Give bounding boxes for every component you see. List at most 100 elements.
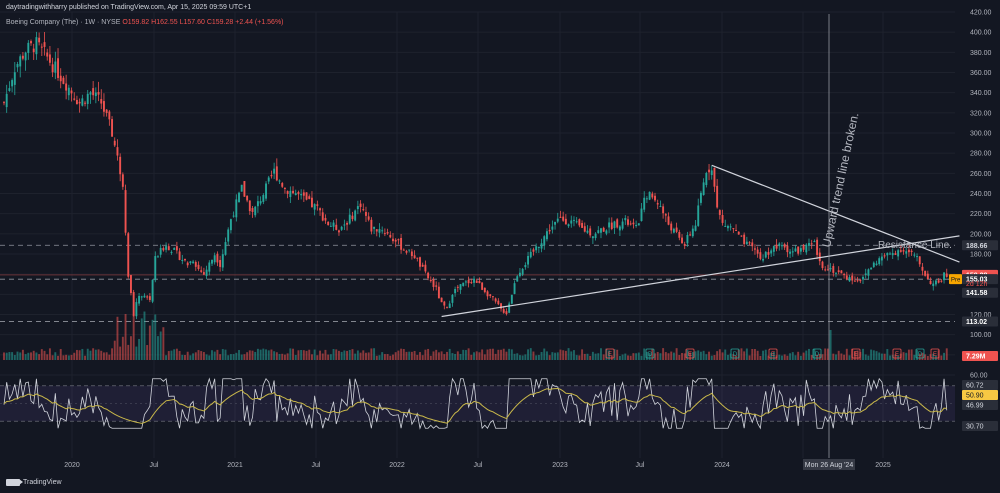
candle-body [30, 41, 32, 44]
volume-bar [629, 355, 632, 360]
candle-body [35, 37, 38, 55]
candle-body [551, 226, 554, 230]
volume-bar [470, 354, 473, 360]
volume-bar [894, 354, 897, 360]
x-tick-label: 2024 [714, 462, 730, 469]
symbol-name: Boeing Company (The) · 1W · NYSE [6, 19, 121, 26]
volume-bar [24, 354, 27, 360]
volume-bar [564, 350, 567, 360]
candle-body [256, 201, 259, 207]
candle-body [38, 37, 41, 43]
volume-bar [805, 350, 808, 360]
volume-bar [40, 349, 43, 360]
candle-body [675, 227, 678, 232]
candle-body [808, 243, 810, 246]
candle-body [721, 215, 724, 223]
y-tick-label: 320.00 [970, 110, 992, 117]
volume-bar [267, 350, 270, 360]
volume-bar [907, 349, 910, 360]
candle-body [32, 48, 35, 53]
candle-body [629, 223, 632, 225]
volume-bar [826, 348, 829, 360]
price-axis[interactable]: 60.0080.00100.00120.00140.00160.00180.00… [949, 10, 998, 432]
candle-body [451, 294, 454, 303]
volume-bar [146, 345, 149, 360]
volume-bar [926, 355, 929, 360]
volume-bar [75, 349, 78, 360]
volume-bar [600, 348, 602, 360]
volume-bar [772, 351, 775, 360]
rsi-line [3, 377, 948, 430]
candle-body [373, 226, 376, 229]
candle-body [462, 282, 465, 286]
volume-bar [327, 354, 330, 360]
volume-bar [689, 352, 692, 360]
candle-body [905, 251, 908, 254]
volume-bar [111, 348, 114, 360]
volume-bar [710, 355, 713, 360]
volume-bar [21, 349, 24, 360]
candle-body [481, 282, 484, 290]
candle-body [729, 226, 732, 228]
volume-bar [532, 351, 535, 360]
candle-body [918, 256, 921, 265]
volume-bar [551, 352, 554, 360]
volume-bar [97, 349, 100, 360]
candle-body [219, 260, 222, 267]
candle-body [710, 170, 713, 176]
candle-body [508, 303, 511, 313]
event-marker-box [930, 348, 940, 359]
candle-body [213, 255, 216, 263]
volume-bar [745, 348, 748, 360]
candle-body [735, 229, 738, 231]
volume-bar [148, 325, 151, 360]
volume-bar [89, 350, 92, 360]
volume-bar [373, 348, 376, 360]
candle-body [297, 192, 300, 195]
candle-body [770, 250, 773, 254]
volume-bar [702, 350, 705, 360]
volume-bar [13, 355, 16, 360]
candle-body [81, 98, 84, 106]
ohlc-open: O159.82 [122, 19, 150, 26]
volume-bar [43, 350, 46, 360]
candle-body [937, 280, 940, 283]
volume-bar [681, 352, 683, 360]
volume-bar [408, 351, 411, 360]
volume-bar [640, 355, 643, 360]
volume-bar [840, 353, 843, 360]
x-tick-label: 2025 [875, 462, 891, 469]
candle-body [743, 234, 746, 245]
event-marker-label: D [815, 352, 820, 358]
y-tick-label: 260.00 [970, 171, 992, 178]
volume-bar [251, 350, 254, 360]
volume-bar [716, 351, 719, 360]
time-axis[interactable]: 2020 Jul 2021 Jul 2022 Jul 2023 Jul 2024 2025 [64, 462, 891, 469]
volume-bar [883, 353, 886, 360]
event-marker-label: E [771, 352, 775, 358]
volume-bar [427, 348, 430, 360]
candle-body [362, 209, 365, 211]
candle-body [356, 206, 359, 210]
candle-body [791, 251, 794, 253]
volume-bar [132, 314, 135, 360]
candle-body [764, 251, 767, 258]
rsi-label: 60.72 [966, 383, 984, 390]
tradingview-brand[interactable]: TradingView [6, 479, 62, 486]
volume-bar [348, 349, 351, 360]
volume-bar [254, 351, 257, 360]
candle-body [446, 307, 448, 309]
volume-bar [943, 352, 946, 360]
volume-bar [632, 353, 635, 360]
volume-bar [343, 350, 346, 360]
candle-body [5, 93, 8, 108]
candle-body [907, 249, 910, 253]
volume-bar [589, 355, 592, 360]
candle-body [402, 249, 405, 251]
candle-body [211, 259, 213, 264]
event-marker-label: D [648, 352, 653, 358]
volume-bar [105, 352, 108, 360]
candle-body [65, 83, 68, 91]
